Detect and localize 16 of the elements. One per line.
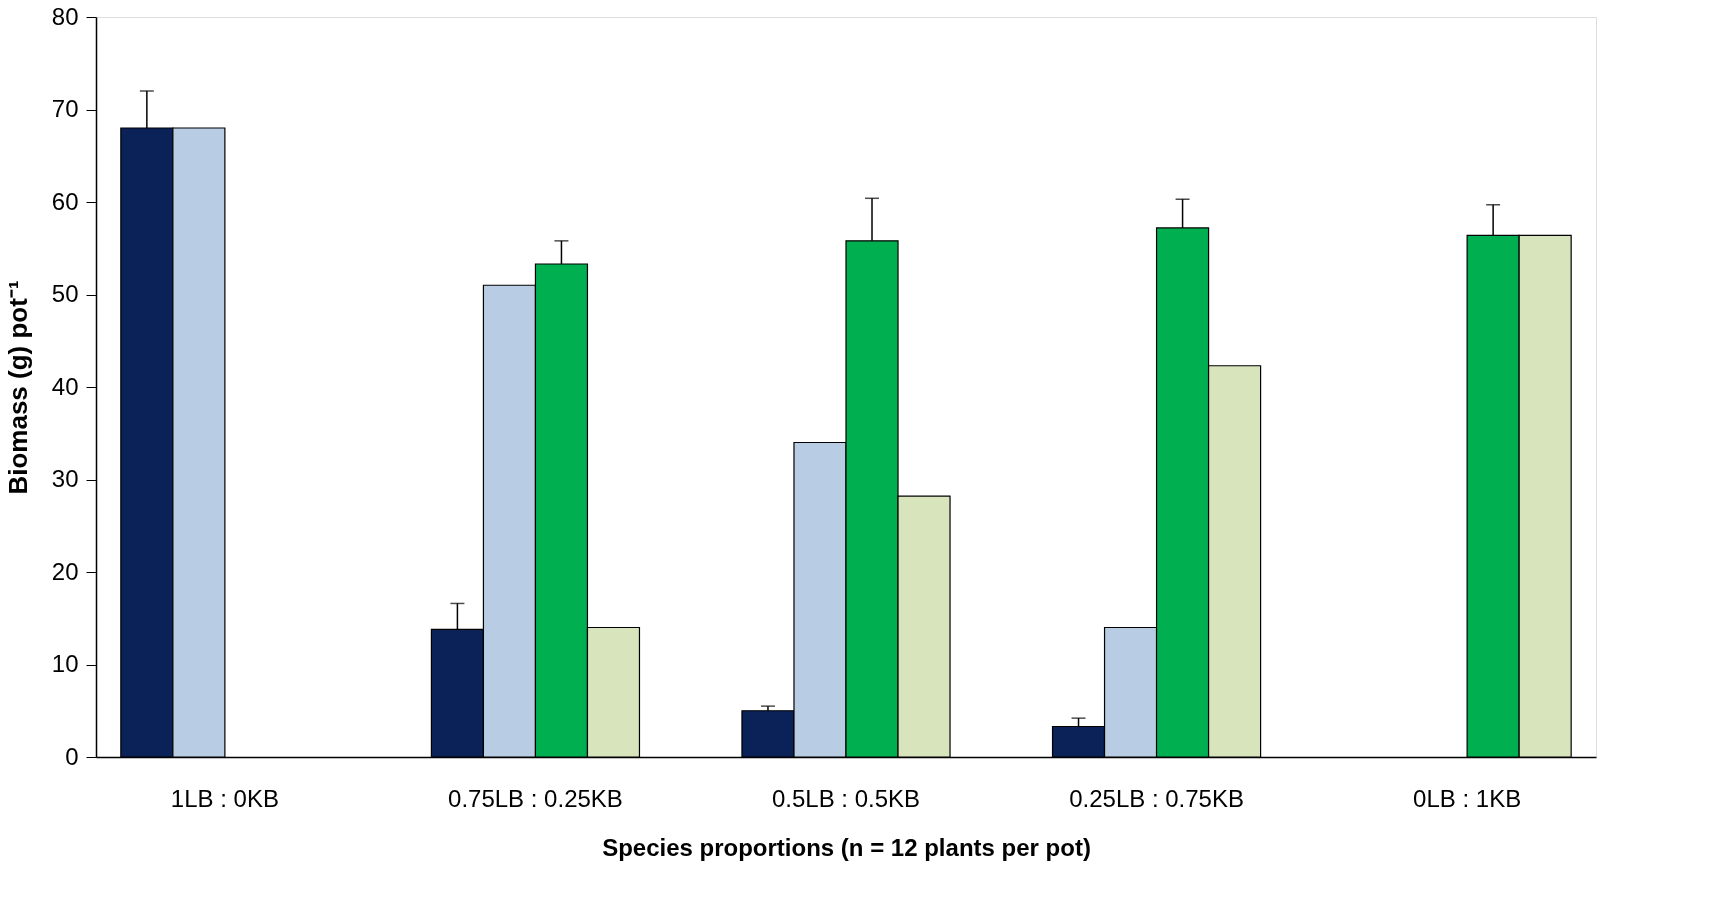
y-tick-label: 60 xyxy=(51,187,79,215)
x-tick-label: 0.25LB : 0.75KB xyxy=(1069,784,1244,812)
y-tick-label: 40 xyxy=(51,372,79,400)
y-tick-label: 10 xyxy=(51,650,79,677)
x-tick-label: 1LB : 0KB xyxy=(170,784,279,812)
x-tick-label: 0.75LB : 0.25KB xyxy=(448,784,623,812)
x-tick-label: 0LB : 1KB xyxy=(1413,784,1522,812)
x-axis-title: Species proportions (n = 12 plants per pot) xyxy=(602,833,1091,861)
y-tick-label: 0 xyxy=(65,742,79,770)
x-tick-label: 0.5LB : 0.5KB xyxy=(771,784,921,812)
y-tick-label: 70 xyxy=(51,95,79,122)
y-tick-label: 20 xyxy=(51,557,79,585)
y-axis-title: Biomass (g) pot⁻¹ xyxy=(2,280,33,495)
y-tick-label: 80 xyxy=(51,2,79,30)
y-tick-label: 30 xyxy=(51,465,79,492)
y-tick-label: 50 xyxy=(51,280,79,307)
